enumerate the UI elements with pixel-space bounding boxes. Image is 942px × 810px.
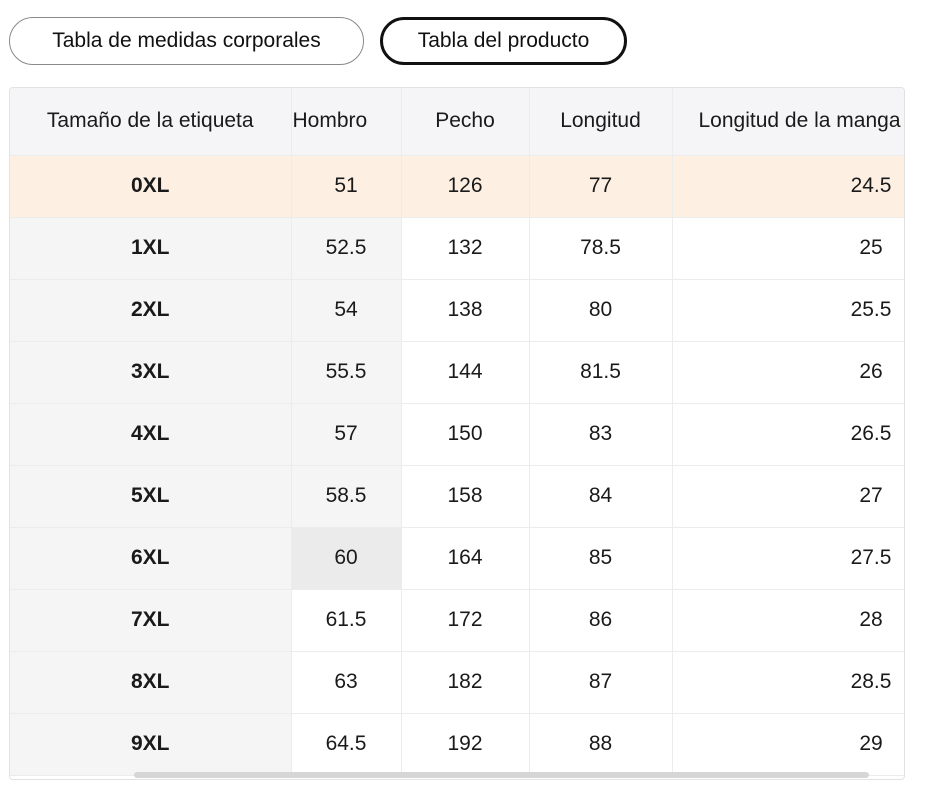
horizontal-scrollbar[interactable]: [134, 772, 869, 778]
table-row[interactable]: 0XL 51 126 77 24.5: [10, 155, 904, 218]
shoulder-cell: 54: [291, 279, 402, 342]
sleeve-cell: 25.5: [672, 279, 904, 342]
size-cell: 6XL: [10, 527, 292, 590]
table-row[interactable]: 3XL 55.5 144 81.5 26: [10, 341, 904, 404]
length-cell: 81.5: [529, 341, 673, 404]
size-cell: 7XL: [10, 589, 292, 652]
table-row[interactable]: 7XL 61.5 172 86 28: [10, 589, 904, 652]
table-row[interactable]: 8XL 63 182 87 28.5: [10, 651, 904, 714]
size-cell: 5XL: [10, 465, 292, 528]
length-cell: 80: [529, 279, 673, 342]
chest-cell: 150: [401, 403, 530, 466]
length-cell: 77: [529, 155, 673, 218]
shoulder-cell: 58.5: [291, 465, 402, 528]
table-row[interactable]: 2XL 54 138 80 25.5: [10, 279, 904, 342]
sleeve-cell: 28.5: [672, 651, 904, 714]
table-header-row: Tamaño de la etiqueta Hombro Pecho Longi…: [10, 88, 904, 156]
length-cell: 85: [529, 527, 673, 590]
sleeve-cell: 24.5: [672, 155, 904, 218]
chest-cell: 158: [401, 465, 530, 528]
table-row[interactable]: 4XL 57 150 83 26.5: [10, 403, 904, 466]
shoulder-cell: 55.5: [291, 341, 402, 404]
header-shoulder: Hombro: [291, 88, 402, 156]
size-table: Tamaño de la etiqueta Hombro Pecho Longi…: [10, 88, 904, 776]
chest-cell: 126: [401, 155, 530, 218]
shoulder-cell: 57: [291, 403, 402, 466]
sleeve-cell: 26: [672, 341, 904, 404]
table-row[interactable]: 5XL 58.5 158 84 27: [10, 465, 904, 528]
sleeve-cell: 27: [672, 465, 904, 528]
chest-cell: 182: [401, 651, 530, 714]
shoulder-cell: 52.5: [291, 217, 402, 280]
chest-cell: 132: [401, 217, 530, 280]
chest-cell: 138: [401, 279, 530, 342]
shoulder-cell: 61.5: [291, 589, 402, 652]
sleeve-cell: 28: [672, 589, 904, 652]
table-row[interactable]: 1XL 52.5 132 78.5 25: [10, 217, 904, 280]
size-table-container[interactable]: Tamaño de la etiqueta Hombro Pecho Longi…: [9, 87, 905, 780]
sleeve-cell: 25: [672, 217, 904, 280]
size-cell: 2XL: [10, 279, 292, 342]
size-cell: 9XL: [10, 713, 292, 776]
size-cell: 8XL: [10, 651, 292, 714]
length-cell: 88: [529, 713, 673, 776]
chest-cell: 172: [401, 589, 530, 652]
shoulder-cell: 63: [291, 651, 402, 714]
shoulder-cell: 51: [291, 155, 402, 218]
product-chart-tab[interactable]: Tabla del producto: [380, 17, 627, 65]
length-cell: 86: [529, 589, 673, 652]
header-chest: Pecho: [401, 88, 530, 156]
size-cell: 4XL: [10, 403, 292, 466]
table-row[interactable]: 9XL 64.5 192 88 29: [10, 713, 904, 776]
size-cell: 0XL: [10, 155, 292, 218]
length-cell: 78.5: [529, 217, 673, 280]
header-length: Longitud: [529, 88, 673, 156]
sleeve-cell: 27.5: [672, 527, 904, 590]
table-row[interactable]: 6XL 60 164 85 27.5: [10, 527, 904, 590]
size-cell: 3XL: [10, 341, 292, 404]
header-sleeve-length: Longitud de la manga: [672, 88, 904, 156]
sleeve-cell: 26.5: [672, 403, 904, 466]
length-cell: 84: [529, 465, 673, 528]
chest-cell: 192: [401, 713, 530, 776]
shoulder-cell: 64.5: [291, 713, 402, 776]
length-cell: 83: [529, 403, 673, 466]
chest-cell: 144: [401, 341, 530, 404]
header-size: Tamaño de la etiqueta: [10, 88, 292, 156]
length-cell: 87: [529, 651, 673, 714]
size-cell: 1XL: [10, 217, 292, 280]
chest-cell: 164: [401, 527, 530, 590]
body-measurements-tab[interactable]: Tabla de medidas corporales: [9, 17, 364, 65]
shoulder-cell: 60: [291, 527, 402, 590]
sleeve-cell: 29: [672, 713, 904, 776]
